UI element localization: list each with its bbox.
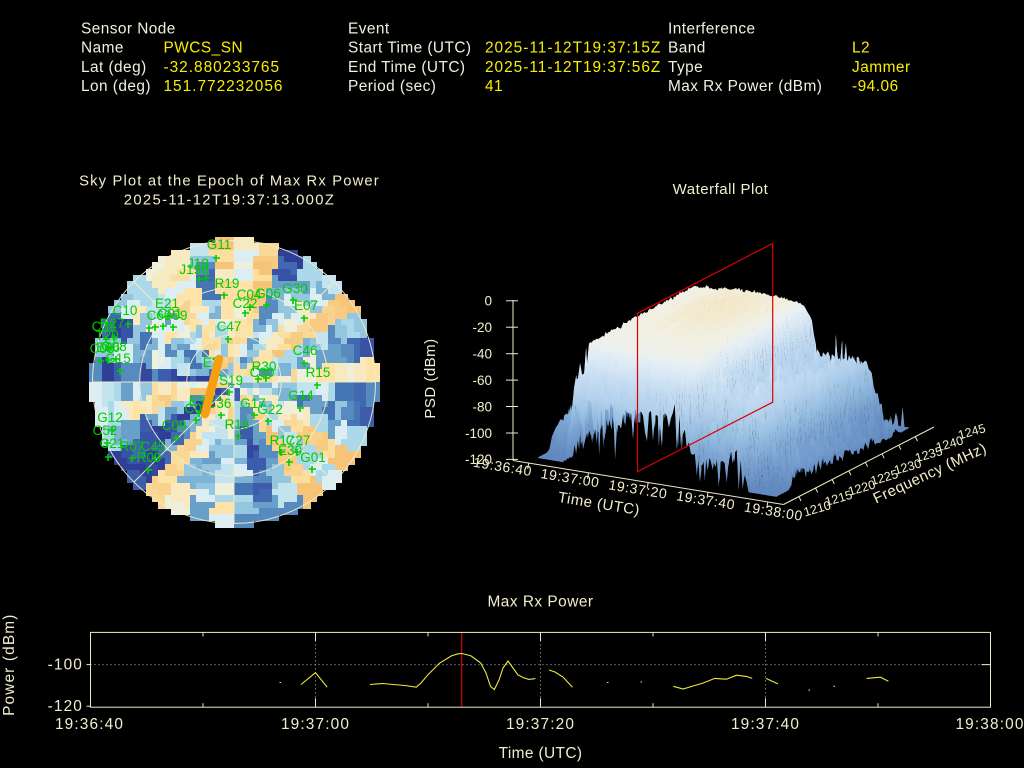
svg-text:G14: G14	[288, 388, 314, 403]
svg-text:99: 99	[172, 308, 187, 323]
svg-text:19:37:20: 19:37:20	[506, 716, 575, 733]
svg-text:E07: E07	[294, 298, 318, 313]
svg-text:R18: R18	[225, 417, 250, 432]
svg-text:19:38:00: 19:38:00	[955, 716, 1024, 733]
svg-text:G12: G12	[97, 410, 123, 425]
svg-text:G11: G11	[207, 237, 232, 252]
svg-text:R07: R07	[120, 439, 145, 454]
svg-text:-94.06: -94.06	[852, 78, 899, 95]
svg-text:S19: S19	[219, 373, 243, 388]
svg-text:E21: E21	[155, 296, 179, 311]
svg-text:Name: Name	[81, 40, 124, 57]
svg-text:41: 41	[485, 78, 503, 95]
svg-text:End Time (UTC): End Time (UTC)	[348, 59, 465, 76]
svg-text:R17: R17	[270, 433, 295, 448]
svg-text:C47: C47	[217, 319, 242, 334]
svg-text:Max Rx Power (dBm): Max Rx Power (dBm)	[668, 78, 822, 95]
svg-text:Period (sec): Period (sec)	[348, 78, 436, 95]
svg-text:Interference: Interference	[668, 21, 756, 38]
svg-text:Sky Plot at the Epoch of Max R: Sky Plot at the Epoch of Max Rx Power	[79, 174, 380, 190]
svg-text:-120: -120	[465, 452, 492, 467]
svg-text:R15: R15	[306, 365, 331, 380]
svg-text:151.772232056: 151.772232056	[164, 78, 284, 95]
svg-text:E30: E30	[278, 443, 302, 458]
svg-text:19:37:00: 19:37:00	[281, 716, 350, 733]
svg-text:Lat (deg): Lat (deg)	[81, 59, 147, 76]
svg-text:Waterfall Plot: Waterfall Plot	[673, 181, 769, 198]
svg-text:-120: -120	[48, 698, 83, 715]
svg-text:Start Time (UTC): Start Time (UTC)	[348, 40, 472, 57]
svg-text:C35: C35	[92, 319, 117, 334]
svg-text:PWCS_SN: PWCS_SN	[164, 40, 244, 57]
svg-text:G22: G22	[257, 402, 283, 417]
svg-text:C46: C46	[293, 343, 318, 358]
svg-text:G17: G17	[240, 396, 266, 411]
svg-text:C60: C60	[147, 308, 172, 323]
svg-text:E3: E3	[189, 394, 206, 409]
svg-text:G30: G30	[282, 281, 308, 296]
svg-text:Event: Event	[348, 21, 390, 38]
svg-text:C05: C05	[90, 341, 115, 356]
svg-text:R27: R27	[100, 316, 125, 331]
svg-text:L2: L2	[852, 40, 870, 57]
svg-text:2025-11-12T19:37:15Z: 2025-11-12T19:37:15Z	[485, 40, 661, 57]
svg-text:Power (dBm): Power (dBm)	[1, 613, 18, 715]
svg-text:Type: Type	[668, 59, 703, 76]
svg-text:-100: -100	[48, 656, 83, 673]
svg-text:Sensor Node: Sensor Node	[81, 21, 176, 38]
svg-text:J198: J198	[179, 262, 208, 277]
svg-text:-100: -100	[465, 426, 492, 441]
svg-text:C30: C30	[250, 365, 275, 380]
svg-text:-80: -80	[472, 399, 492, 414]
svg-text:19:37:40: 19:37:40	[731, 716, 800, 733]
svg-text:-20: -20	[472, 320, 492, 335]
svg-text:19:36:40: 19:36:40	[55, 716, 124, 733]
svg-text:2025-11-12T19:37:13.000Z: 2025-11-12T19:37:13.000Z	[124, 192, 335, 208]
svg-text:R19: R19	[215, 276, 240, 291]
svg-text:C10: C10	[113, 303, 138, 318]
svg-text:Band: Band	[668, 40, 706, 57]
svg-text:2025-11-12T19:37:56Z: 2025-11-12T19:37:56Z	[485, 59, 661, 76]
svg-text:0: 0	[484, 294, 492, 309]
svg-text:C21: C21	[100, 436, 125, 451]
svg-text:Lon (deg): Lon (deg)	[81, 78, 151, 95]
svg-text:C27: C27	[286, 433, 311, 448]
svg-text:T20: T20	[95, 328, 118, 343]
svg-text:G06: G06	[255, 286, 281, 301]
svg-text:C22: C22	[233, 296, 258, 311]
svg-text:Max Rx Power: Max Rx Power	[487, 594, 593, 611]
svg-text:PSD (dBm): PSD (dBm)	[422, 338, 439, 418]
svg-text:R30: R30	[252, 359, 277, 374]
svg-text:C52: C52	[93, 423, 118, 438]
svg-text:C04: C04	[237, 287, 262, 302]
svg-text:C09: C09	[162, 418, 187, 433]
svg-text:C45: C45	[141, 439, 166, 454]
svg-text:-60: -60	[472, 373, 492, 388]
svg-text:-32.880233765: -32.880233765	[164, 59, 281, 76]
svg-text:J19: J19	[187, 256, 209, 271]
svg-text:G01: G01	[300, 450, 326, 465]
svg-text:-40: -40	[472, 347, 492, 362]
svg-text:Time (UTC): Time (UTC)	[499, 745, 583, 762]
svg-text:Jammer: Jammer	[852, 59, 911, 76]
svg-text:C01: C01	[158, 306, 183, 321]
